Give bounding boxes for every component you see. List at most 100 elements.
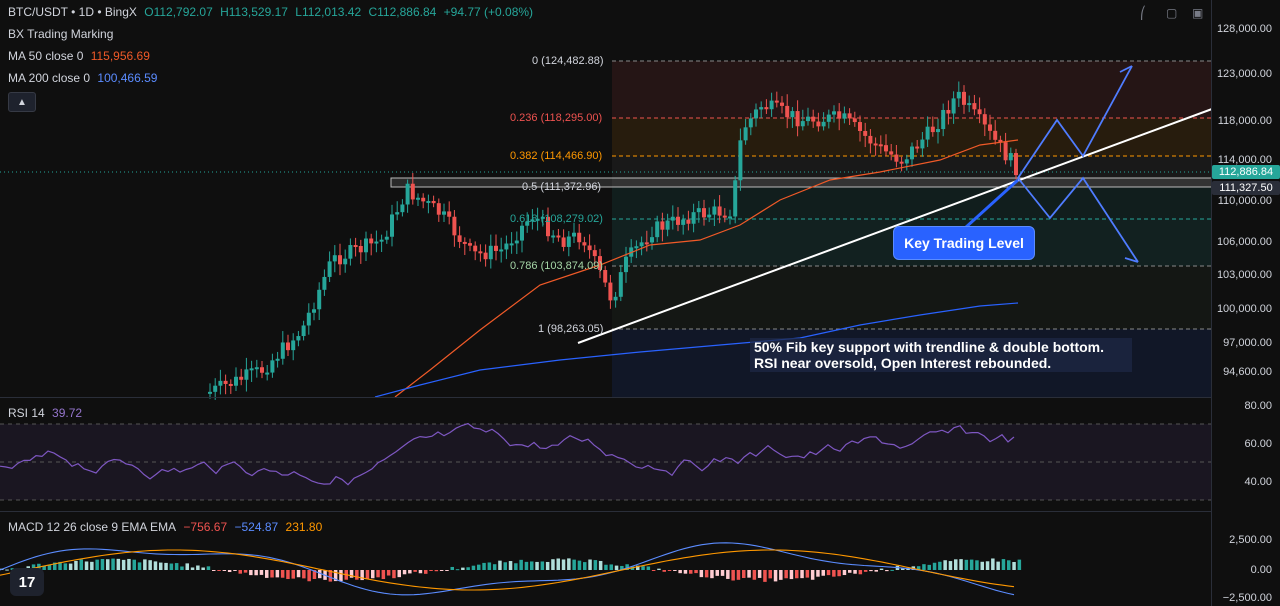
candle-body xyxy=(800,121,805,127)
macd-histogram-bar xyxy=(720,570,725,576)
price-tick: 110,000.00 xyxy=(1217,195,1272,207)
macd-histogram-bar xyxy=(402,570,407,575)
macd-histogram-bar xyxy=(609,564,613,570)
candle-body xyxy=(572,232,576,237)
macd-histogram-bar xyxy=(636,565,640,570)
key-trading-level-callout[interactable]: Key Trading Level xyxy=(893,226,1035,260)
macd-histogram-bar xyxy=(439,570,444,571)
candle-body xyxy=(260,367,264,373)
macd-tick: 2,500.00 xyxy=(1229,534,1272,546)
macd-histogram-bar xyxy=(779,570,783,580)
macd-legend[interactable]: MACD 12 26 close 9 EMA EMA −756.67 −524.… xyxy=(8,520,326,534)
candle-body xyxy=(208,391,212,394)
candle-body xyxy=(816,121,821,127)
macd-histogram-bar xyxy=(800,570,804,579)
candle-body xyxy=(390,214,394,237)
macd-histogram-bar xyxy=(837,570,841,577)
macd-histogram-bar xyxy=(418,570,423,574)
rsi-legend[interactable]: RSI 14 39.72 xyxy=(8,406,86,420)
candle-body xyxy=(348,245,353,259)
macd-histogram-bar xyxy=(556,558,560,570)
ma50-legend[interactable]: MA 50 close 0 115,956.69 xyxy=(8,49,154,63)
macd-histogram-bar xyxy=(583,562,587,570)
bearish-projection xyxy=(1017,176,1139,263)
macd-histogram-bar xyxy=(498,560,502,570)
fib-label-1: 1 (98,263.05) xyxy=(538,323,604,335)
symbol-title[interactable]: BTC/USDT • 1D • BingX xyxy=(8,5,137,19)
candle-body xyxy=(520,225,524,241)
candle-body xyxy=(587,245,592,251)
candle-body xyxy=(488,245,493,260)
macd-histogram-bar xyxy=(969,559,974,570)
analysis-note[interactable]: 50% Fib key support with trendline & dou… xyxy=(750,338,1132,372)
candle-body xyxy=(468,243,472,246)
candle-body xyxy=(400,204,405,213)
settings-icon[interactable]: ▣ xyxy=(1192,6,1204,20)
macd-histogram-bar xyxy=(275,570,280,578)
candle-body xyxy=(327,261,332,277)
candle-body xyxy=(764,107,769,110)
candle-body xyxy=(884,145,888,152)
price-axis[interactable]: 128,000.00 123,000.00 118,000.00 114,000… xyxy=(1211,0,1280,606)
candle-body xyxy=(930,126,935,133)
ma200-legend[interactable]: MA 200 close 0 100,466.59 xyxy=(8,71,161,85)
candle-body xyxy=(613,296,618,301)
macd-pane-divider[interactable] xyxy=(0,511,1212,512)
macd-histogram-bar xyxy=(673,570,677,571)
macd-histogram-bar xyxy=(31,564,36,570)
candle-body xyxy=(577,232,582,243)
candle-body xyxy=(785,105,790,118)
candle-body xyxy=(535,218,540,221)
macd-histogram-bar xyxy=(477,564,481,570)
candle-body xyxy=(702,208,706,218)
macd-histogram-bar xyxy=(620,565,624,570)
macd-histogram-bar xyxy=(535,561,539,570)
candle-body xyxy=(722,215,727,218)
macd-histogram-bar xyxy=(148,560,152,570)
macd-histogram-bar xyxy=(1007,560,1011,570)
macd-histogram-bar xyxy=(386,570,391,576)
macd-signal-line xyxy=(0,549,1015,591)
chart-canvas[interactable] xyxy=(0,0,1212,606)
candle-body xyxy=(280,342,285,359)
macd-histogram-bar xyxy=(68,563,73,570)
macd-histogram-bar xyxy=(667,570,672,572)
collapse-legend-button[interactable]: ▲ xyxy=(8,92,36,112)
candle-body xyxy=(296,336,301,341)
fib-label-0236: 0.236 (118,295.00) xyxy=(510,112,603,124)
fib-price-tag: 111,327.50 xyxy=(1212,181,1280,195)
tradingview-logo[interactable]: 17 xyxy=(10,568,44,596)
candle-body xyxy=(686,219,691,224)
macd-histogram-bar xyxy=(1012,561,1016,570)
ma50-line xyxy=(394,139,1019,398)
candle-body xyxy=(738,140,743,181)
macd-histogram-bar xyxy=(371,570,375,579)
macd-histogram-bar xyxy=(153,561,158,570)
candle-body xyxy=(754,109,758,119)
bullish-projection xyxy=(1017,65,1133,179)
maximize-icon[interactable]: ▢ xyxy=(1166,6,1178,20)
macd-histogram-bar xyxy=(885,570,889,572)
ohlc-high: H113,529.17 xyxy=(220,5,288,19)
bx-indicator-legend[interactable]: BX Trading Marking xyxy=(8,27,117,41)
candle-body xyxy=(582,242,587,246)
candle-body xyxy=(624,256,628,273)
macd-histogram-bar xyxy=(916,566,921,570)
macd-histogram-bar xyxy=(307,570,311,582)
candle-body xyxy=(426,200,431,203)
callout-pointer xyxy=(963,178,1020,230)
macd-histogram-bar xyxy=(132,559,136,570)
candle-body xyxy=(223,380,228,384)
candle-body xyxy=(915,146,920,149)
rsi-pane-divider[interactable] xyxy=(0,397,1212,398)
macd-histogram-bar xyxy=(5,569,9,571)
rsi-label: RSI 14 xyxy=(8,406,45,420)
macd-histogram-bar xyxy=(137,562,142,570)
minimize-icon[interactable]: ⎛ xyxy=(1140,6,1146,20)
ohlc-low: L112,013.42 xyxy=(295,5,362,19)
fib-zone xyxy=(612,187,1212,219)
macd-histogram-bar xyxy=(795,570,799,579)
candle-body xyxy=(655,221,660,238)
macd-histogram-bar xyxy=(84,561,89,570)
macd-histogram-bar xyxy=(487,562,492,570)
